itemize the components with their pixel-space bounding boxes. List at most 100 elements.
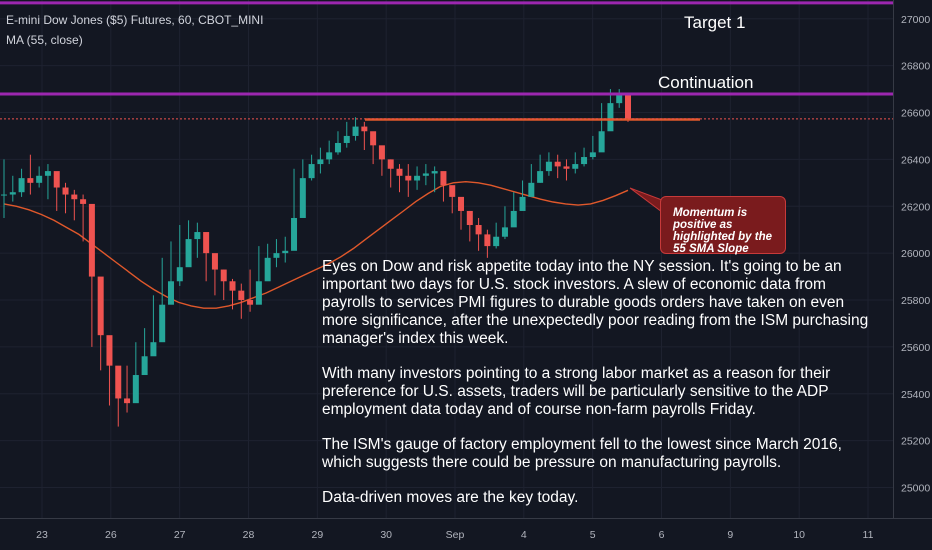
candle-up bbox=[537, 171, 544, 183]
candle-up bbox=[317, 159, 324, 165]
candle-down bbox=[88, 203, 95, 277]
candle-down bbox=[440, 171, 447, 186]
price-tick-label: 26800 bbox=[901, 61, 930, 73]
candle-up bbox=[308, 164, 315, 179]
time-tick-label: 27 bbox=[174, 529, 186, 541]
candle-down bbox=[247, 300, 254, 305]
candle-down bbox=[71, 194, 78, 200]
target-annotation: Target 1 bbox=[684, 13, 746, 32]
candle-up bbox=[176, 267, 183, 282]
price-tick-label: 26400 bbox=[901, 154, 930, 166]
candle-down bbox=[124, 398, 131, 404]
candle-down bbox=[80, 199, 87, 204]
candle-down bbox=[378, 145, 385, 160]
candle-up bbox=[545, 161, 552, 172]
candle-down bbox=[220, 269, 227, 282]
candle-up bbox=[132, 375, 139, 404]
candle-up bbox=[581, 157, 588, 165]
candle-down bbox=[361, 126, 368, 132]
callout-pointer bbox=[629, 187, 663, 213]
candle-up bbox=[1, 194, 7, 196]
candle-up bbox=[282, 250, 289, 254]
time-axis: 23 26 27 28 29 30 Sep 4 5 6 9 10 11 bbox=[0, 518, 932, 541]
price-tick-label: 25400 bbox=[901, 389, 930, 401]
candle-down bbox=[475, 225, 482, 235]
candle-down bbox=[211, 253, 218, 270]
candle-up bbox=[572, 164, 579, 169]
candle-down bbox=[563, 166, 570, 169]
price-tick-label: 25800 bbox=[901, 295, 930, 307]
candle-up bbox=[510, 210, 517, 228]
candle-up bbox=[141, 356, 148, 376]
continuation-annotation: Continuation bbox=[658, 73, 754, 92]
momentum-callout: Momentum is positive as highlighted by t… bbox=[660, 196, 786, 255]
ma-55-line bbox=[3, 180, 629, 309]
candle-down bbox=[396, 168, 403, 176]
candle-up bbox=[36, 175, 43, 183]
commentary-paragraph: With many investors pointing to a strong… bbox=[322, 365, 831, 418]
candle-up bbox=[167, 281, 174, 305]
candle-up bbox=[414, 175, 421, 181]
candle-up bbox=[273, 253, 280, 258]
price-tick-label: 25000 bbox=[901, 483, 930, 495]
commentary-paragraph: Eyes on Dow and risk appetite today into… bbox=[322, 258, 869, 347]
candle-up bbox=[334, 142, 341, 153]
candle-up bbox=[326, 152, 333, 160]
time-tick-label: 28 bbox=[243, 529, 255, 541]
candle-down bbox=[370, 131, 377, 146]
time-tick-label: 9 bbox=[727, 529, 733, 541]
candle-up bbox=[607, 103, 614, 132]
candle-down bbox=[466, 210, 473, 226]
level-lines: 27068266792657307:16 bbox=[0, 0, 932, 213]
candle-down bbox=[203, 232, 210, 254]
candle-up bbox=[352, 126, 359, 136]
candle-up bbox=[493, 236, 500, 247]
commentary-paragraph: The ISM's gauge of factory employment fe… bbox=[322, 436, 842, 471]
candle-up bbox=[343, 135, 350, 143]
ma-55-layer bbox=[3, 180, 629, 309]
candle-down bbox=[115, 365, 122, 399]
time-tick-label: 23 bbox=[36, 529, 48, 541]
candle-up bbox=[194, 232, 201, 240]
price-tick-label: 25200 bbox=[901, 436, 930, 448]
time-tick-label: 29 bbox=[311, 529, 323, 541]
time-tick-label: 26 bbox=[105, 529, 117, 541]
candle-down bbox=[27, 178, 34, 183]
commentary-paragraph: Data-driven moves are the key today. bbox=[322, 489, 579, 506]
candles-layer bbox=[1, 89, 631, 427]
candle-up bbox=[185, 239, 192, 268]
candle-up bbox=[422, 173, 429, 176]
candle-down bbox=[238, 290, 245, 301]
candle-down bbox=[53, 171, 60, 188]
candle-down bbox=[554, 161, 561, 167]
price-tick-label: 27000 bbox=[901, 14, 930, 26]
candle-down bbox=[229, 281, 236, 291]
price-axis: 27000 26800 26600 26400 26200 26000 25800 25600… bbox=[893, 0, 932, 550]
time-tick-label: 4 bbox=[521, 529, 527, 541]
candle-up bbox=[264, 257, 271, 282]
candle-up bbox=[501, 227, 508, 237]
price-tick-label: 25600 bbox=[901, 342, 930, 354]
candle-up bbox=[598, 131, 605, 153]
candle-down bbox=[484, 234, 491, 247]
candle-down bbox=[405, 175, 412, 181]
candle-up bbox=[44, 171, 51, 176]
candle-up bbox=[18, 178, 25, 193]
candle-up bbox=[519, 196, 526, 211]
time-tick-label: 30 bbox=[380, 529, 392, 541]
candle-up bbox=[431, 171, 438, 174]
time-tick-label: 10 bbox=[793, 529, 805, 541]
price-axis-bg bbox=[893, 0, 932, 550]
candle-up bbox=[616, 93, 623, 104]
time-tick-label: 5 bbox=[590, 529, 596, 541]
time-tick-label: Sep bbox=[446, 529, 465, 541]
candle-up bbox=[589, 152, 596, 158]
indicator-label[interactable]: MA (55, close) bbox=[6, 33, 83, 47]
candle-up bbox=[299, 178, 306, 218]
time-tick-label: 6 bbox=[659, 529, 665, 541]
candle-down bbox=[97, 276, 104, 336]
price-tick-label: 26000 bbox=[901, 248, 930, 260]
candle-up bbox=[255, 281, 262, 305]
candle-up bbox=[159, 304, 166, 343]
